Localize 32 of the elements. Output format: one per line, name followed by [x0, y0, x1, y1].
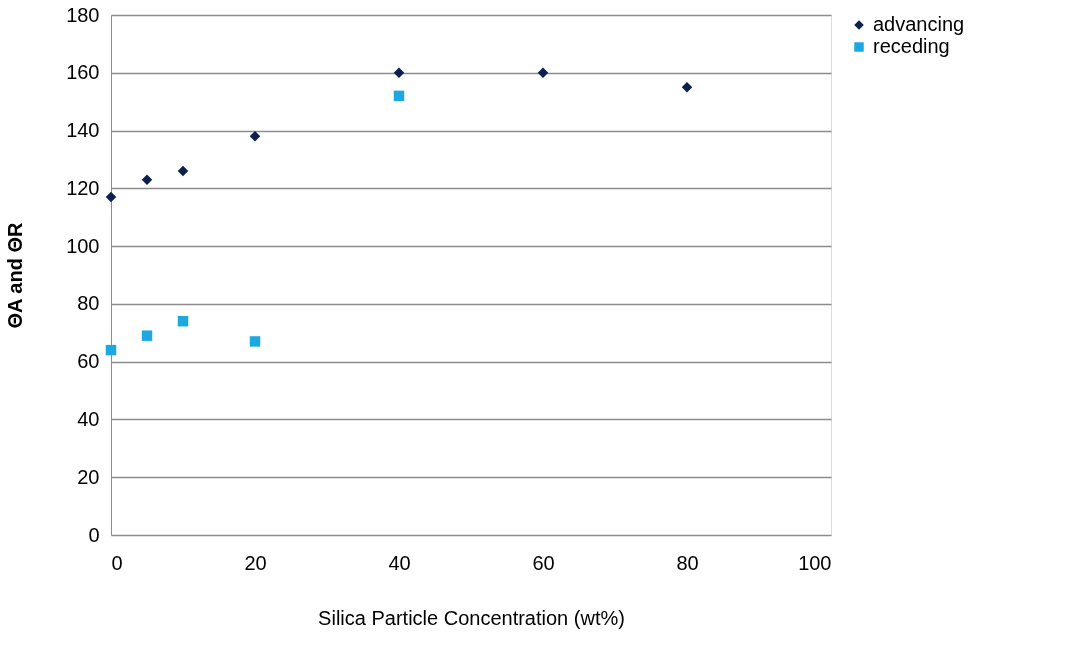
- point: [393, 67, 405, 79]
- point: [393, 90, 405, 102]
- point: [177, 315, 189, 327]
- x-tick-label: 40: [388, 551, 411, 574]
- point: [537, 67, 549, 79]
- y-tick-label: 60: [77, 350, 100, 373]
- legend-label: receding: [873, 35, 950, 57]
- x-tick-label: 0: [111, 551, 123, 574]
- x-tick-label: 80: [676, 551, 699, 574]
- point: [681, 81, 693, 93]
- y-tick-label: 20: [77, 465, 100, 488]
- point: [249, 336, 261, 347]
- y-tick-label: 80: [77, 292, 100, 315]
- y-tick-label: 180: [66, 3, 100, 26]
- point: [141, 330, 153, 341]
- legend-label: advancing: [873, 13, 965, 35]
- y-tick-label: 100: [66, 234, 100, 257]
- point: [105, 191, 117, 203]
- y-tick-label: 140: [66, 119, 100, 142]
- x-tick-label: 100: [798, 551, 832, 574]
- y-tick-label: 120: [66, 176, 100, 199]
- y-axis-title: ΘA and ΘR: [4, 221, 27, 329]
- y-tick-label: 0: [88, 523, 100, 546]
- point: [249, 131, 261, 142]
- x-tick-label: 20: [244, 551, 267, 574]
- y-tick-label: 40: [77, 407, 100, 430]
- x-tick-label: 60: [532, 551, 555, 574]
- point: [177, 165, 189, 177]
- y-tick-label: 160: [66, 61, 100, 84]
- point: [141, 174, 153, 185]
- point: [105, 344, 117, 356]
- x-axis-title: Silica Particle Concentration (wt%): [318, 606, 625, 629]
